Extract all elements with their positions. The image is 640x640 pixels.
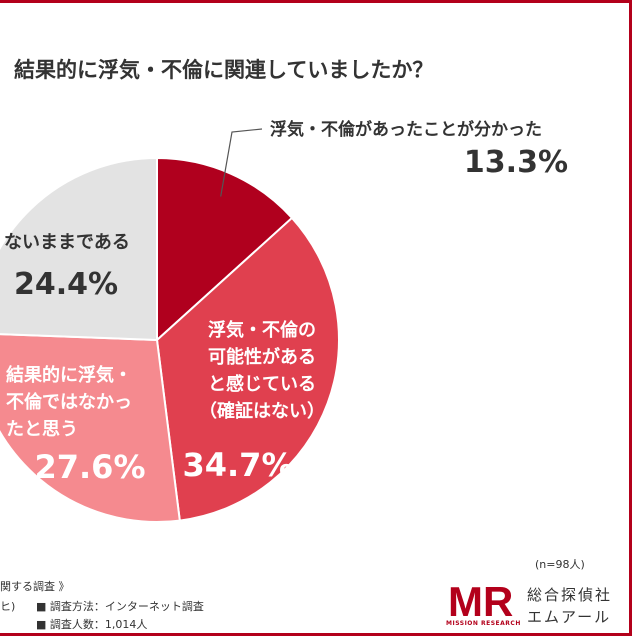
pie-slice-0	[156, 156, 294, 343]
slice-value-1: 34.7%	[182, 446, 293, 484]
brand-logo-sub: MISSION RESEARCH	[446, 620, 521, 627]
pie-slice-1	[155, 216, 340, 522]
brand-logo-text: MR	[448, 580, 513, 620]
sample-size: (n=98人)	[535, 558, 585, 571]
slice-value-2: 27.6%	[34, 448, 145, 486]
chart-title: 結果的に浮気・不倫に関連していましたか？	[14, 58, 434, 82]
pie-slice-3	[0, 156, 158, 342]
survey-title: 関する調査 》	[0, 580, 70, 593]
pie-slice-2	[0, 333, 181, 523]
leader-line-0	[220, 128, 263, 197]
slice-label-1-0: 浮気・不倫の	[208, 319, 316, 341]
survey-method: ■ 調査方法：インターネット調査	[36, 600, 204, 613]
slice-value-3: 24.4%	[14, 267, 118, 302]
slice-label-1-2: と感じている	[208, 373, 316, 395]
slice-label-2-2: たと思う	[6, 419, 78, 440]
slice-label-2-1: 不倫ではなかっ	[6, 391, 132, 413]
brand-name-line2: エムアール	[527, 608, 612, 626]
survey-sub: ヒ)	[0, 600, 16, 613]
slice-label-2-0: 結果的に浮気・	[6, 364, 132, 386]
slice-label-3-0: ないままである	[4, 232, 130, 253]
slice-label-0-0: 浮気・不倫があったことが分かった	[270, 119, 542, 140]
slice-value-0: 13.3%	[464, 145, 568, 180]
brand-logo: MR	[448, 580, 513, 620]
slice-label-1-1: 可能性がある	[208, 346, 316, 368]
slice-label-1-3: （確証はない）	[199, 400, 325, 422]
survey-count: ■ 調査人数：1,014人	[36, 618, 148, 631]
brand-name-line1: 総合探偵社	[527, 586, 613, 604]
